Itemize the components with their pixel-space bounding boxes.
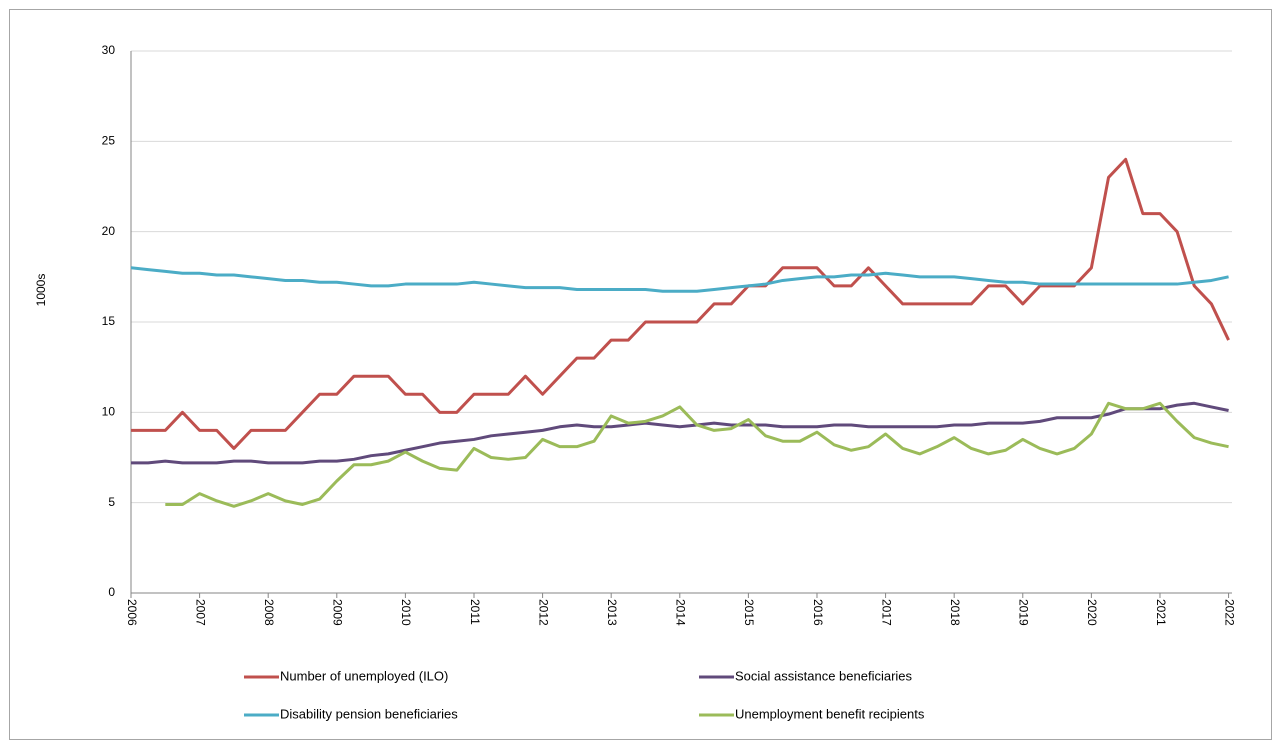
- y-tick-label: 30: [102, 43, 116, 57]
- y-axis-label: 1000s: [34, 274, 48, 307]
- y-tick-label: 5: [108, 495, 115, 509]
- x-tick-label: 2017: [879, 599, 893, 626]
- y-tick-label: 10: [102, 405, 116, 419]
- x-tick-label: 2018: [948, 599, 962, 626]
- x-tick-label: 2009: [331, 599, 345, 626]
- series-line: [165, 401, 1229, 508]
- x-tick-label: 2013: [605, 599, 619, 626]
- legend-label: Disability pension beneficiaries: [280, 706, 458, 721]
- series-line: [131, 401, 1229, 465]
- x-tick-label: 2010: [399, 599, 413, 626]
- x-tick-label: 2012: [536, 599, 550, 626]
- x-tick-label: 2019: [1017, 599, 1031, 626]
- y-tick-label: 25: [102, 134, 116, 148]
- y-tick-label: 15: [102, 314, 116, 328]
- x-tick-label: 2022: [1222, 599, 1236, 626]
- x-tick-label: 2015: [742, 599, 756, 626]
- x-tick-label: 2006: [125, 599, 139, 626]
- x-tick-label: 2007: [193, 599, 207, 626]
- x-tick-label: 2020: [1085, 599, 1099, 626]
- x-tick-label: 2014: [674, 599, 688, 626]
- x-tick-label: 2008: [262, 599, 276, 626]
- y-tick-label: 20: [102, 224, 116, 238]
- legend-label: Social assistance beneficiaries: [735, 668, 913, 683]
- chart-border: [9, 9, 1272, 740]
- y-tick-label: 0: [108, 585, 115, 599]
- x-tick-label: 2021: [1154, 599, 1168, 626]
- legend-label: Number of unemployed (ILO): [280, 668, 448, 683]
- legend-label: Unemployment benefit recipients: [735, 706, 925, 721]
- series-line: [131, 157, 1230, 450]
- x-tick-label: 2016: [811, 599, 825, 626]
- x-tick-label: 2011: [468, 599, 482, 625]
- series-line: [130, 266, 1229, 293]
